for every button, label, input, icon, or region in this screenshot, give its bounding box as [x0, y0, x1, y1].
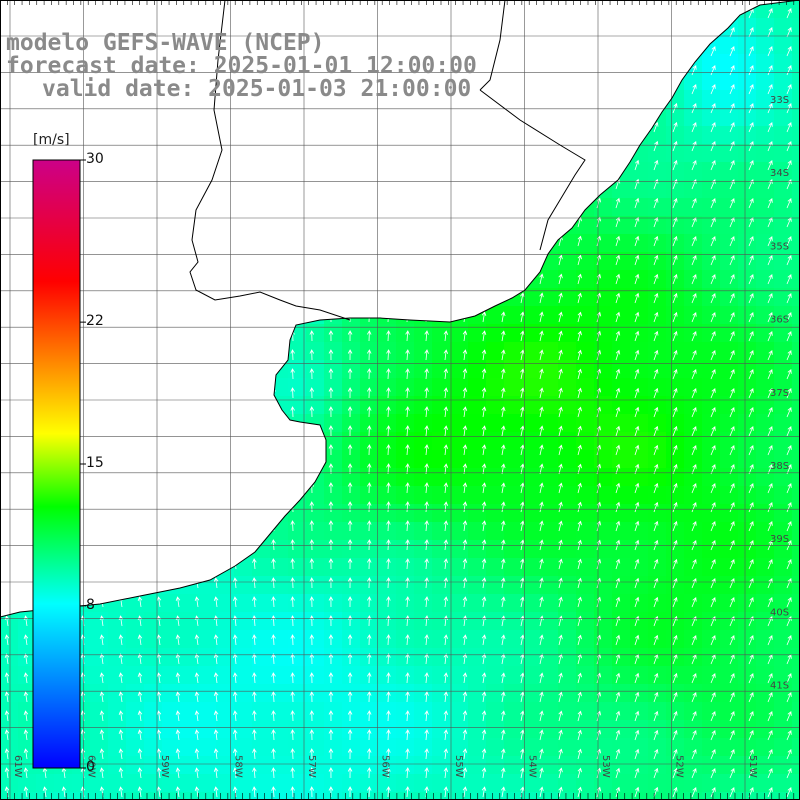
colorbar-unit: [m/s]: [33, 132, 70, 148]
lon-label: 61W: [12, 755, 23, 778]
lat-label: 33S: [770, 95, 789, 106]
lon-label: 57W: [306, 755, 317, 778]
lon-label: 60W: [86, 755, 97, 778]
lat-label: 41S: [770, 681, 789, 692]
axis-labels: 33S 34S 35S 36S 37S 38S 39S 40S 41S 61W 60W 59W 58W 5…: [12, 95, 789, 778]
colorbar-tick-label: 0: [86, 759, 95, 775]
model-title: modelo GEFS-WAVE (NCEP): [6, 30, 325, 56]
colorbar-tick-label: 22: [86, 313, 104, 330]
lat-label: 35S: [770, 241, 789, 252]
forecast-date: forecast date: 2025-01-01 12:00:00: [6, 53, 477, 79]
valid-date: valid date: 2025-01-03 21:00:00: [42, 76, 472, 102]
colorbar: [32, 159, 81, 769]
lon-label: 59W: [159, 755, 170, 778]
lat-label: 36S: [770, 315, 789, 326]
lat-label: 34S: [770, 168, 789, 179]
lon-label: 55W: [453, 755, 464, 778]
lon-label: 52W: [674, 755, 685, 778]
lon-label: 54W: [527, 755, 538, 778]
lat-label: 39S: [770, 534, 789, 545]
lat-label: 37S: [770, 388, 789, 399]
lon-label: 51W: [747, 755, 758, 778]
lon-label: 58W: [233, 755, 244, 778]
colorbar-tick-label: 30: [86, 151, 104, 167]
lat-label: 38S: [770, 461, 789, 472]
lon-label: 56W: [380, 755, 391, 778]
coastline: [0, 0, 800, 618]
lat-label: 40S: [770, 607, 789, 618]
colorbar-tick-label: 8: [86, 596, 95, 613]
lon-label: 53W: [600, 755, 611, 778]
colorbar-tick-label: 15: [86, 455, 104, 471]
